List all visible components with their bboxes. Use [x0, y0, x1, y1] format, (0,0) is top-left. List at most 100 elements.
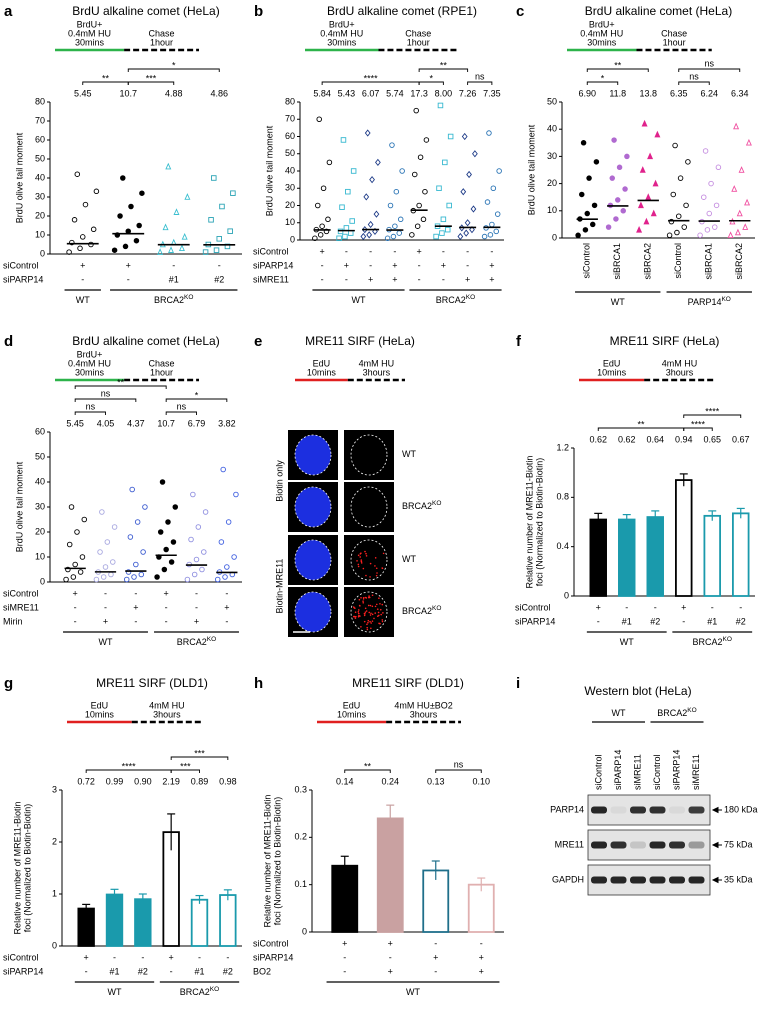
blot-membrane — [587, 829, 711, 861]
foci — [365, 555, 368, 557]
data-point — [81, 516, 88, 523]
data-point — [490, 185, 497, 191]
foci — [370, 622, 372, 624]
data-point — [412, 171, 418, 178]
micrograph — [344, 587, 394, 637]
data-point — [220, 466, 226, 473]
group-label: WT — [620, 637, 634, 647]
micrograph — [344, 482, 394, 532]
condition-value: + — [164, 588, 169, 598]
y-tick-label: 60 — [285, 131, 295, 141]
significance-label: * — [601, 73, 605, 83]
condition-value: - — [226, 952, 229, 962]
x-tick-label: siBRCA1 — [612, 243, 622, 280]
foci — [374, 612, 377, 614]
x-tick-label: siControl — [582, 243, 592, 279]
data-point — [133, 561, 139, 568]
micrograph — [344, 430, 394, 480]
significance-bracket — [586, 68, 649, 72]
x-tick-label: siBRCA1 — [704, 243, 714, 280]
foci — [381, 567, 384, 570]
significance-bracket — [418, 68, 469, 72]
data-point — [681, 224, 687, 230]
protocol-chase-label: Chase — [149, 28, 175, 38]
bar — [675, 479, 693, 597]
micrograph — [288, 482, 338, 532]
condition-value: + — [388, 938, 393, 948]
error-bar — [223, 889, 232, 901]
data-point — [134, 519, 141, 525]
data-point — [496, 168, 502, 174]
data-point — [460, 188, 467, 196]
error-bar — [195, 894, 204, 904]
data-point — [343, 225, 350, 231]
data-point — [104, 539, 111, 545]
lane-label: siPARP14 — [671, 750, 681, 790]
group-label-text: BRCA2 — [180, 987, 210, 997]
foci — [360, 559, 363, 561]
data-point — [345, 188, 351, 195]
protocol-chase-label: 3hours — [410, 709, 438, 719]
foci — [365, 610, 368, 612]
condition-value: - — [711, 602, 714, 612]
protocol-pulse-label: EdU — [603, 358, 621, 368]
group-label: PARP14KO — [688, 296, 731, 307]
data-point — [409, 232, 415, 238]
significance-label: ** — [117, 377, 125, 387]
condition-name: siPARP14 — [3, 966, 43, 976]
group-label-text: WT — [611, 297, 625, 307]
condition-value: + — [681, 602, 686, 612]
data-point — [320, 185, 327, 191]
condition-value: + — [596, 602, 601, 612]
y-tick-label: 0 — [552, 232, 557, 242]
nucleus-outline — [350, 486, 388, 528]
sample-label-sup: KO — [432, 605, 441, 612]
foci — [369, 620, 371, 623]
data-point — [161, 566, 168, 573]
data-point — [97, 549, 103, 555]
bar — [646, 516, 664, 597]
median-label: 6.34 — [731, 88, 749, 98]
data-point — [336, 235, 342, 242]
data-point — [676, 213, 682, 219]
value-label: 0.62 — [618, 434, 636, 444]
significance-label: * — [172, 60, 176, 70]
data-point — [702, 148, 709, 154]
error-bar — [594, 512, 603, 526]
blot-band — [649, 806, 666, 814]
protocol-pulse-label: BrdU+ — [77, 349, 103, 359]
foci — [357, 611, 360, 613]
chart-title: BrdU alkaline comet (HeLa) — [72, 334, 219, 348]
significance-label: ns — [86, 401, 96, 411]
data-point — [99, 509, 105, 515]
protein-label: GAPDH — [552, 874, 584, 884]
data-point — [123, 576, 130, 583]
data-point — [643, 217, 650, 225]
y-tick-label: 20 — [285, 200, 295, 210]
significance-label: ns — [177, 401, 187, 411]
condition-name: siPARP14 — [253, 260, 293, 270]
condition-value: - — [104, 602, 107, 612]
group-label-text: WT — [612, 708, 626, 718]
group-label-text: PARP14 — [688, 297, 722, 307]
y-tick-label: 30 — [35, 191, 45, 201]
row-label: Biotin only — [274, 460, 284, 502]
data-point — [579, 191, 585, 198]
data-point — [102, 564, 109, 570]
data-point — [117, 213, 123, 219]
y-tick-label: 10 — [547, 205, 557, 215]
value-label: 0.90 — [134, 776, 152, 786]
condition-name: siMRE11 — [253, 274, 289, 284]
value-label: 0.24 — [381, 776, 399, 786]
data-point — [650, 209, 657, 217]
data-point — [323, 228, 330, 235]
group-label: BRCA2KO — [436, 294, 475, 305]
data-point — [668, 218, 675, 225]
panel-letter: e — [254, 333, 262, 350]
data-point — [79, 234, 86, 240]
protocol-chase-label: 1hour — [150, 367, 173, 377]
data-point — [325, 216, 331, 223]
y-tick-label: 0 — [40, 576, 45, 586]
data-point — [71, 217, 78, 223]
foci — [381, 620, 384, 623]
